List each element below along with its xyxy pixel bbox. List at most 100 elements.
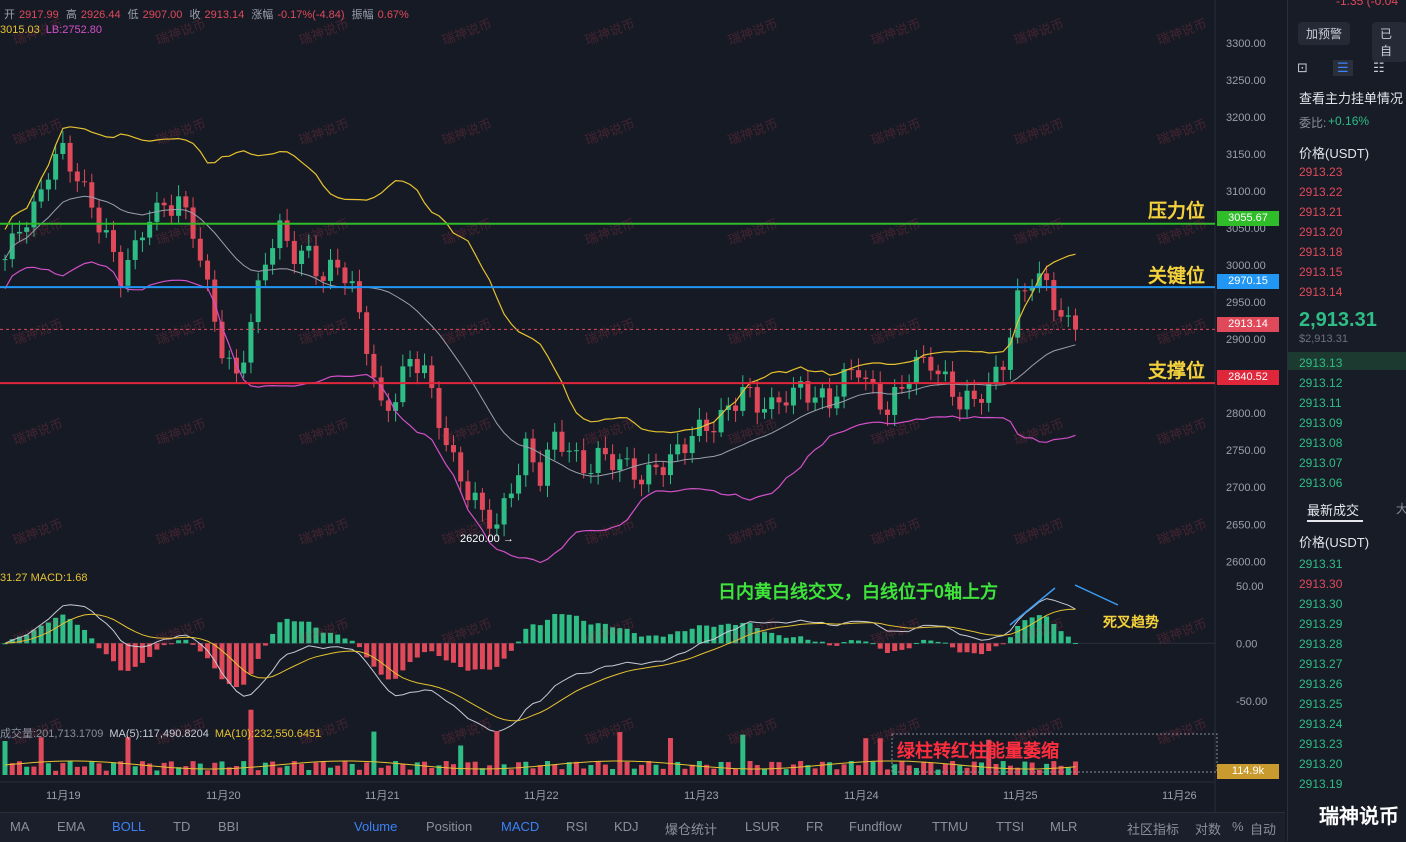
time-tick: 11月22 bbox=[524, 790, 559, 802]
bid-price[interactable]: 2913.07 bbox=[1299, 456, 1343, 470]
candle-body bbox=[935, 370, 941, 375]
indicator-tab[interactable]: 对数 bbox=[1195, 822, 1222, 837]
indicator-tab[interactable]: BOLL bbox=[112, 819, 146, 834]
ask-price[interactable]: 2913.22 bbox=[1299, 185, 1343, 199]
trade-price[interactable]: 2913.30 bbox=[1299, 577, 1343, 591]
price-tick: 2950.00 bbox=[1226, 297, 1266, 309]
trade-price[interactable]: 2913.23 bbox=[1299, 737, 1343, 751]
ask-price[interactable]: 2913.21 bbox=[1299, 205, 1343, 219]
macd-bar bbox=[400, 643, 406, 671]
bid-price[interactable]: 2913.08 bbox=[1299, 436, 1343, 450]
indicator-tab[interactable]: TTSI bbox=[996, 819, 1025, 834]
bid-highlight bbox=[1288, 352, 1406, 370]
ask-price[interactable]: 2913.14 bbox=[1299, 285, 1343, 299]
trades-tab[interactable]: 最新成交 bbox=[1307, 503, 1360, 518]
indicator-tab[interactable]: MA bbox=[10, 819, 30, 834]
order-book-panel: -1.35 (-0.04 加预警 已自 ⊡ ☰ ☷ 查看主力挂单情况 委比: +… bbox=[1287, 0, 1406, 841]
macd-bar bbox=[928, 640, 934, 644]
macd-bar bbox=[566, 614, 572, 644]
candle-body bbox=[812, 397, 818, 403]
macd-bar bbox=[328, 632, 333, 644]
candle-body bbox=[957, 396, 963, 410]
done-button[interactable]: 已自 bbox=[1372, 22, 1406, 62]
volume-bar bbox=[472, 761, 478, 775]
macd-bar bbox=[841, 642, 847, 644]
macd-bar bbox=[342, 638, 348, 644]
trade-price[interactable]: 2913.19 bbox=[1299, 777, 1343, 791]
trade-price[interactable]: 2913.20 bbox=[1299, 757, 1343, 771]
macd-bar bbox=[125, 643, 131, 671]
indicator-tab[interactable]: Position bbox=[426, 819, 473, 834]
volume-bar bbox=[827, 762, 833, 775]
trade-price[interactable]: 2913.28 bbox=[1299, 637, 1343, 651]
candle-body bbox=[682, 444, 688, 454]
macd-bar bbox=[226, 643, 232, 684]
candle-body bbox=[378, 377, 384, 401]
candle-body bbox=[31, 201, 37, 228]
indicator-bar: MA EMA BOLL TD BBI Volume Position MACD RSI KDJ 爆仓… bbox=[0, 812, 1285, 842]
indicator-tab[interactable]: TTMU bbox=[932, 819, 969, 834]
ask-price[interactable]: 2913.23 bbox=[1299, 165, 1343, 179]
trade-price[interactable]: 2913.26 bbox=[1299, 677, 1343, 691]
candle-body bbox=[646, 464, 652, 485]
volume-bar bbox=[233, 765, 239, 775]
book-bids-icon[interactable]: ☰ bbox=[1333, 60, 1353, 76]
price-tick: 2900.00 bbox=[1226, 334, 1266, 346]
indicator-tab[interactable]: RSI bbox=[566, 819, 588, 834]
trade-price[interactable]: 2913.24 bbox=[1299, 717, 1343, 731]
volume-bar bbox=[508, 769, 514, 775]
price-chart[interactable]: 3300.003250.003200.003150.003100.003050.… bbox=[0, 0, 1285, 812]
price-tick: 2800.00 bbox=[1226, 408, 1266, 420]
change-value: -0.17%(-4.84) bbox=[277, 9, 345, 21]
ask-price[interactable]: 2913.18 bbox=[1299, 245, 1343, 259]
indicator-tab[interactable]: 社区指标 bbox=[1127, 822, 1180, 837]
macd-dif-line bbox=[4, 598, 1076, 733]
macd-bar bbox=[1051, 623, 1057, 644]
candle-body bbox=[74, 171, 80, 182]
bid-price[interactable]: 2913.11 bbox=[1299, 396, 1342, 410]
indicator-tab[interactable]: % bbox=[1232, 819, 1244, 834]
macd-bar bbox=[320, 632, 326, 644]
bid-price[interactable]: 2913.13 bbox=[1299, 356, 1343, 370]
ask-price[interactable]: 2913.20 bbox=[1299, 225, 1343, 239]
big-trades-tab[interactable]: 大 bbox=[1396, 502, 1406, 516]
macd-bar bbox=[219, 643, 225, 680]
indicator-tab[interactable]: KDJ bbox=[614, 819, 639, 834]
bid-price[interactable]: 2913.06 bbox=[1299, 476, 1343, 490]
macd-bar bbox=[270, 633, 276, 644]
volume-bar bbox=[38, 737, 44, 775]
book-asks-icon[interactable]: ☷ bbox=[1373, 60, 1385, 75]
volume-bar bbox=[139, 761, 145, 775]
open-value: 2917.99 bbox=[19, 9, 59, 21]
view-toggle[interactable]: ⊡ ☰ ☷ bbox=[1297, 60, 1406, 78]
macd-bar bbox=[255, 643, 261, 659]
indicator-tab[interactable]: TD bbox=[173, 819, 191, 834]
indicator-tab[interactable]: FR bbox=[806, 819, 824, 834]
indicator-tab[interactable]: 爆仓统计 bbox=[665, 822, 718, 837]
indicator-tab[interactable]: MACD bbox=[501, 819, 540, 834]
ask-price[interactable]: 2913.15 bbox=[1299, 265, 1343, 279]
candle-body bbox=[508, 493, 514, 499]
indicator-tab[interactable]: BBI bbox=[218, 819, 239, 834]
volume-ma-line bbox=[4, 760, 1076, 770]
trade-price[interactable]: 2913.25 bbox=[1299, 697, 1343, 711]
book-both-icon[interactable]: ⊡ bbox=[1297, 60, 1308, 75]
trade-price[interactable]: 2913.27 bbox=[1299, 657, 1343, 671]
candle-body bbox=[262, 264, 268, 281]
volume-bar bbox=[848, 761, 854, 775]
candle-body bbox=[118, 251, 124, 286]
indicator-tab[interactable]: Volume bbox=[354, 819, 398, 834]
alarm-button[interactable]: 加预警 bbox=[1298, 22, 1351, 45]
trade-price[interactable]: 2913.31 bbox=[1299, 557, 1343, 571]
indicator-tab[interactable]: Fundflow bbox=[849, 819, 902, 834]
indicator-tab[interactable]: 自动 bbox=[1250, 822, 1277, 837]
indicator-tab[interactable]: MLR bbox=[1050, 819, 1078, 834]
high-value: 2926.44 bbox=[80, 9, 121, 21]
trade-price[interactable]: 2913.29 bbox=[1299, 617, 1343, 631]
bid-price[interactable]: 2913.09 bbox=[1299, 416, 1343, 430]
macd-bar bbox=[82, 629, 88, 644]
indicator-tab[interactable]: LSUR bbox=[745, 819, 780, 834]
indicator-tab[interactable]: EMA bbox=[57, 819, 86, 834]
trade-price[interactable]: 2913.30 bbox=[1299, 597, 1343, 611]
bid-price[interactable]: 2913.12 bbox=[1299, 376, 1343, 390]
